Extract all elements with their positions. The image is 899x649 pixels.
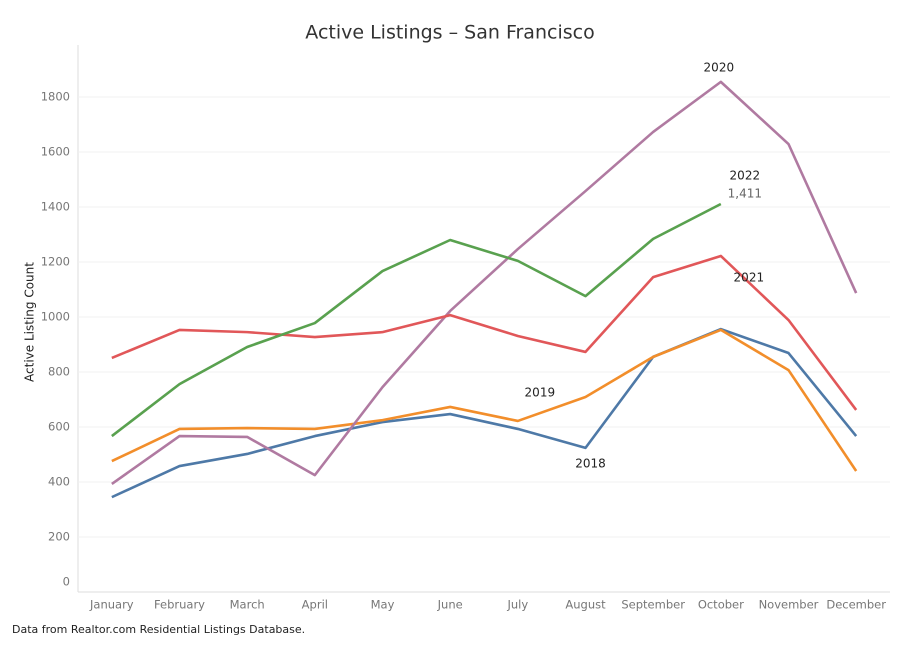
y-tick-label: 0: [63, 575, 70, 589]
y-tick-label: 600: [48, 420, 70, 434]
series-label: 2022: [730, 168, 761, 182]
y-tick-label: 1800: [41, 90, 70, 104]
value-label: 1,411: [728, 186, 762, 200]
x-tick-label: April: [302, 598, 328, 612]
series-label: 2021: [734, 270, 765, 284]
x-tick-label: September: [621, 598, 685, 612]
x-tick-label: May: [371, 598, 395, 612]
x-tick-label: August: [565, 598, 606, 612]
series-line: [111, 328, 858, 472]
x-tick-label: February: [154, 598, 205, 612]
series-label: 2018: [575, 456, 606, 470]
series-label: 2019: [525, 385, 556, 399]
x-tick-label: July: [506, 598, 528, 612]
x-tick-label: October: [698, 598, 744, 612]
series-line: [111, 80, 858, 485]
y-tick-label: 1000: [41, 310, 70, 324]
x-tick-label: January: [89, 598, 134, 612]
y-tick-label: 400: [48, 475, 70, 489]
y-tick-label: 800: [48, 365, 70, 379]
x-tick-label: June: [437, 598, 463, 612]
chart-title: Active Listings – San Francisco: [305, 22, 594, 44]
series-line: [111, 254, 858, 411]
x-tick-label: November: [759, 598, 819, 612]
y-tick-label: 200: [48, 530, 70, 544]
series-line: [111, 327, 858, 499]
x-tick-label: March: [230, 598, 265, 612]
series-label: 2020: [704, 60, 735, 74]
y-tick-label: 1200: [41, 255, 70, 269]
y-tick-label: 1400: [41, 200, 70, 214]
series-line: [111, 202, 722, 438]
source-note: Data from Realtor.com Residential Listin…: [12, 623, 305, 636]
y-tick-label: 1600: [41, 145, 70, 159]
y-axis-label: Active Listing Count: [23, 262, 37, 382]
x-tick-label: December: [826, 598, 886, 612]
